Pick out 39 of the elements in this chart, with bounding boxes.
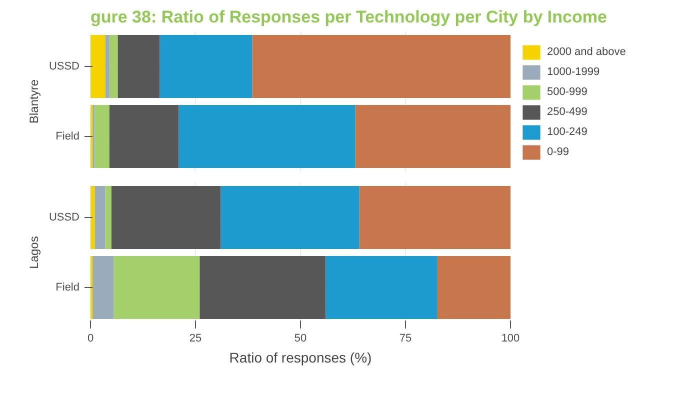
bar xyxy=(160,35,252,98)
bar xyxy=(94,105,110,168)
legend-label: 1000-1999 xyxy=(547,66,600,78)
x-tick-label: 0 xyxy=(87,332,94,344)
x-axis-title: Ratio of responses (%) xyxy=(229,350,372,366)
legend-label: 100-249 xyxy=(547,126,588,138)
y-tick-label: USSD xyxy=(48,60,80,72)
bar xyxy=(220,186,360,249)
y-axis-title: Blantyre xyxy=(26,79,41,124)
bar xyxy=(252,35,510,98)
x-tick-label: 25 xyxy=(189,332,202,344)
bar xyxy=(437,256,510,319)
y-tick-label: USSD xyxy=(48,212,80,224)
bar xyxy=(90,186,95,249)
bar xyxy=(359,186,510,249)
bar xyxy=(90,35,106,98)
bar xyxy=(114,256,200,319)
x-tick-label: 100 xyxy=(501,332,520,344)
x-tick-label: 50 xyxy=(294,332,307,344)
y-axis-title: Lagos xyxy=(26,236,41,269)
legend-label: 250-499 xyxy=(547,106,588,118)
legend-label: 0-99 xyxy=(547,146,570,158)
bar xyxy=(326,256,437,319)
y-tick-label: Field xyxy=(56,282,80,294)
legend-label: 2000 and above xyxy=(547,46,626,58)
bar xyxy=(112,186,221,249)
bar xyxy=(109,35,118,98)
bar xyxy=(92,256,114,319)
bar xyxy=(355,105,510,168)
chart-title: gure 38: Ratio of Responses per Technology per City by Income xyxy=(90,8,607,26)
y-tick-label: Field xyxy=(56,130,80,142)
bar xyxy=(105,186,112,249)
bar xyxy=(94,186,106,249)
legend-label: 500-999 xyxy=(547,86,588,98)
x-tick-label: 75 xyxy=(399,332,412,344)
bar xyxy=(109,105,179,168)
bar xyxy=(118,35,160,98)
bar xyxy=(178,105,356,168)
bar xyxy=(105,35,110,98)
